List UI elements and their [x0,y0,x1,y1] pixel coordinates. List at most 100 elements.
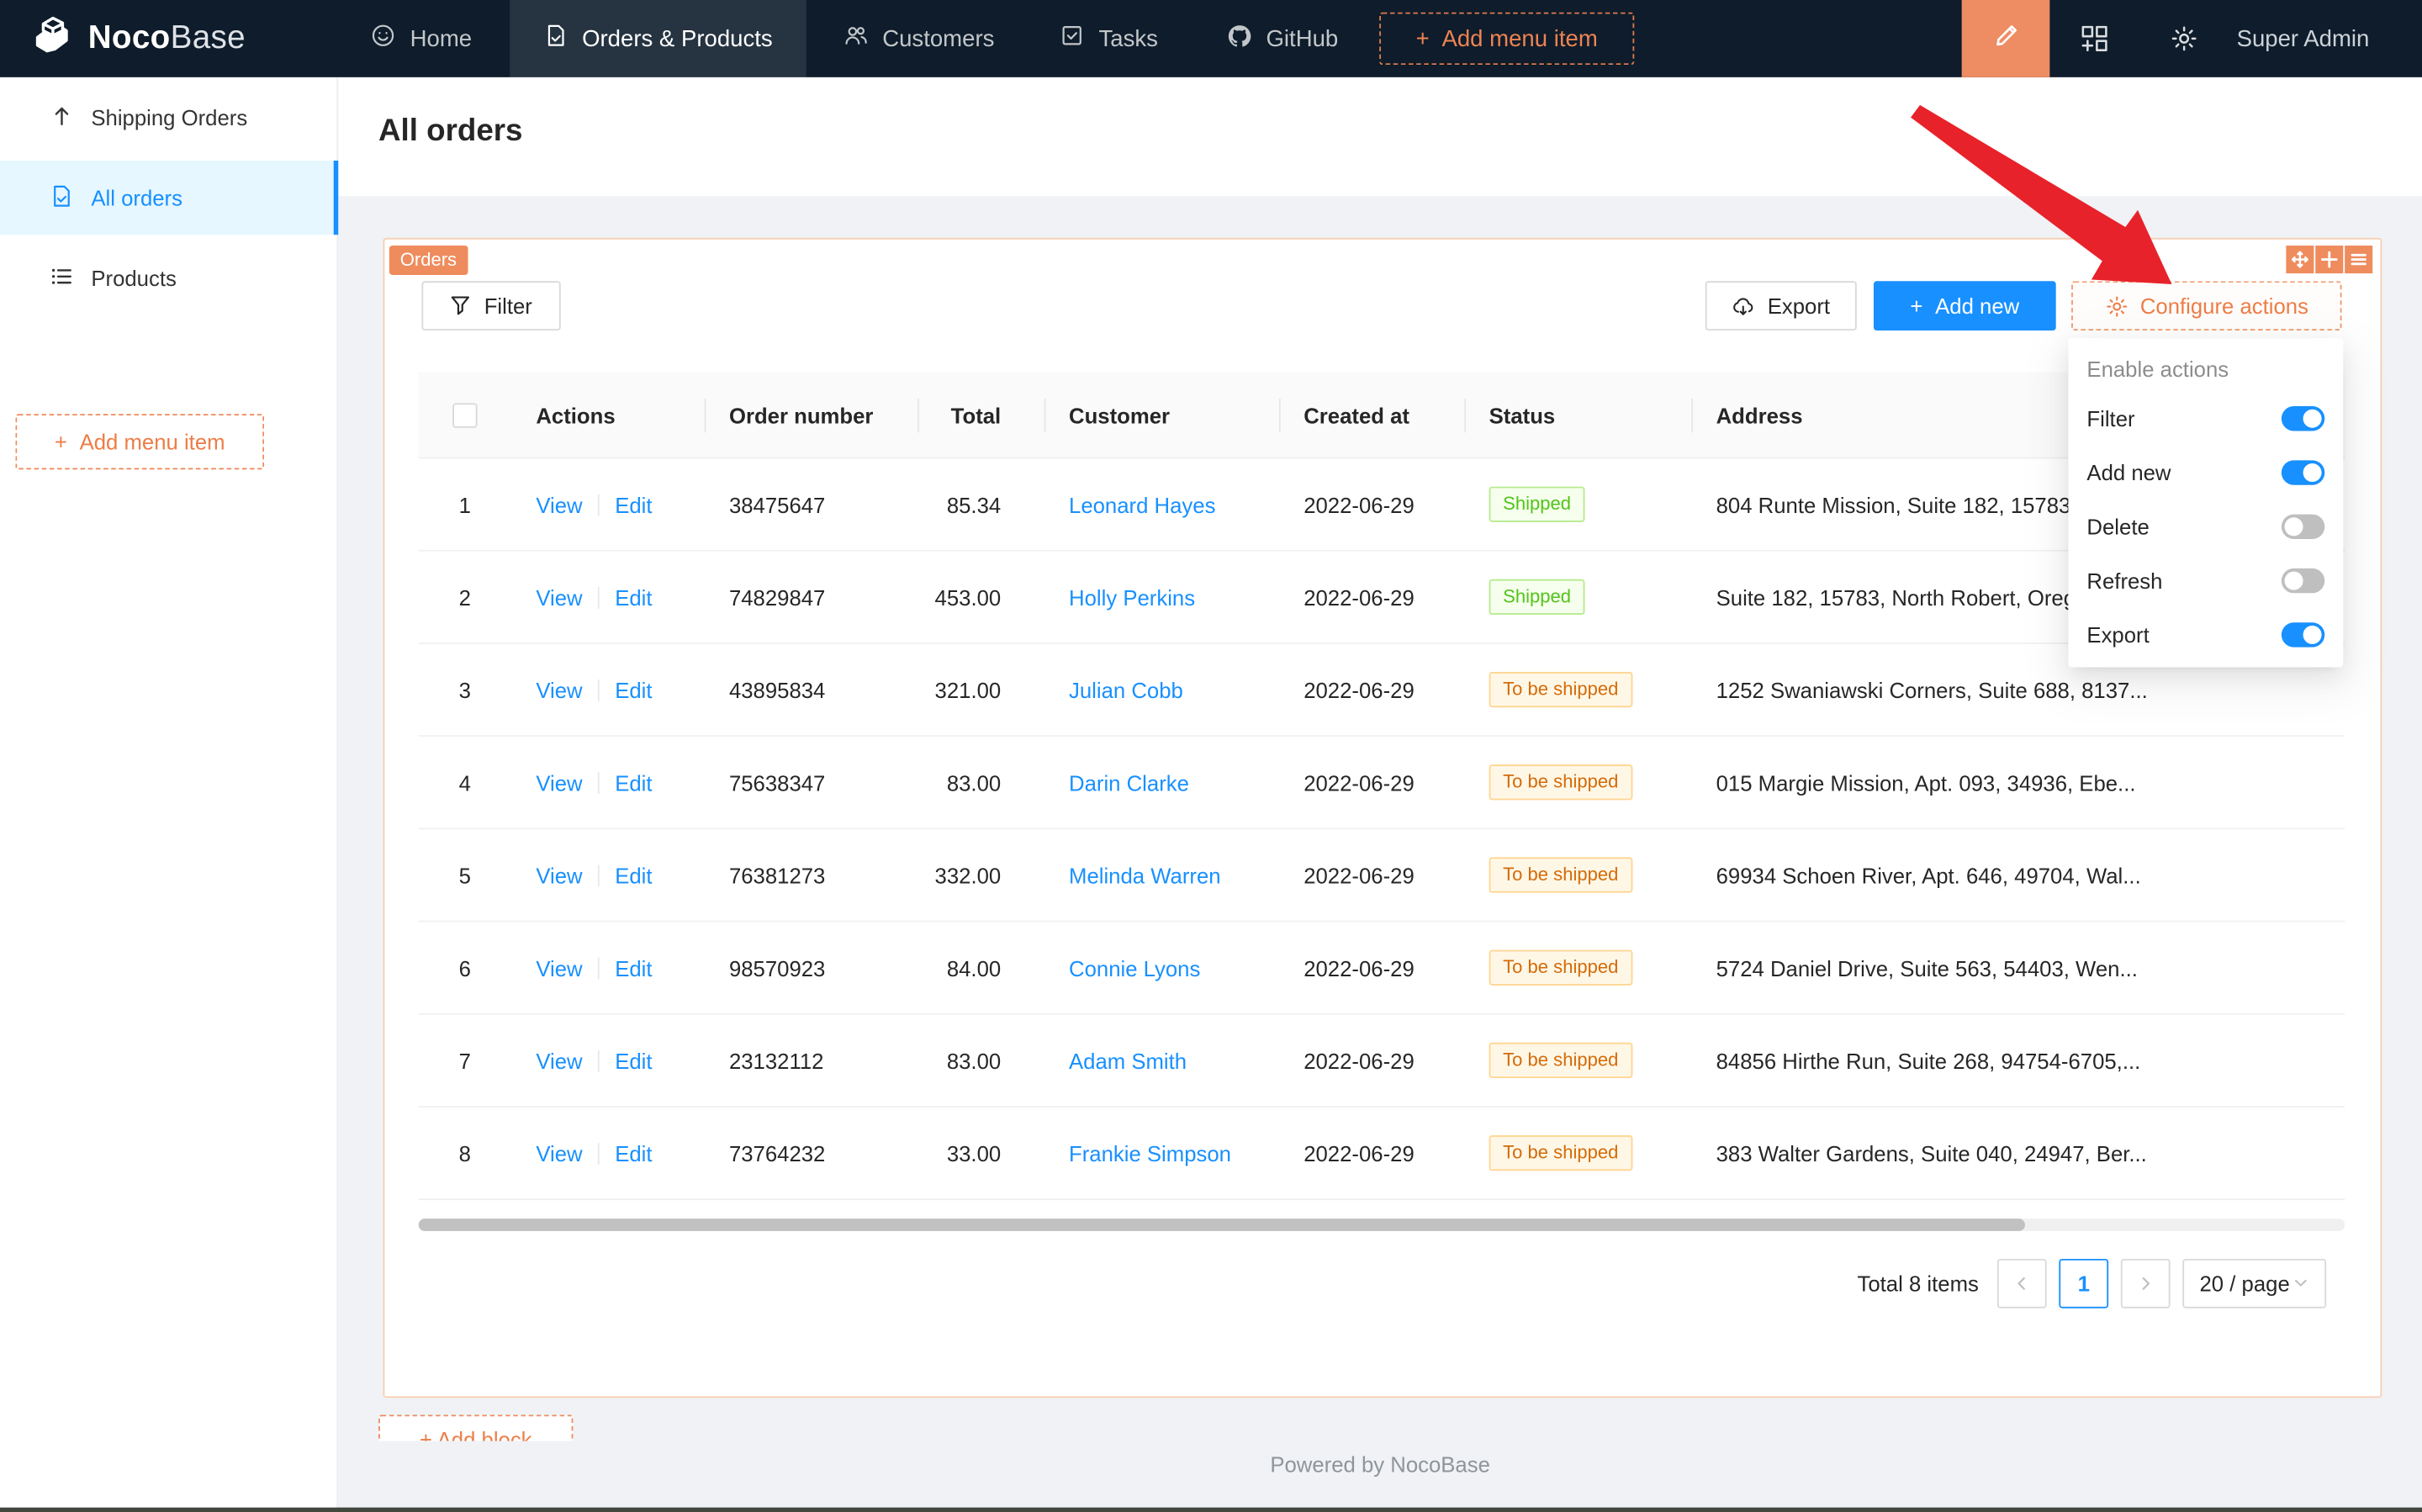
block-designer-toolbar [2286,246,2373,274]
column-header-actions: Actions [536,402,616,427]
menu-item-toggle[interactable] [2281,568,2325,593]
pagination-page-1[interactable]: 1 [2059,1258,2109,1308]
pagination-prev-button[interactable] [1996,1258,2047,1308]
user-menu[interactable]: Super Admin [2237,0,2370,77]
horizontal-scrollbar-thumb[interactable] [418,1219,2025,1231]
edit-link[interactable]: Edit [615,584,653,610]
customer-link[interactable]: Melinda Warren [1069,862,1221,888]
block-collection-tag: Orders [389,246,468,275]
view-link[interactable]: View [536,584,583,610]
pagination-next-button[interactable] [2120,1258,2171,1308]
menu-item-toggle[interactable] [2281,405,2325,431]
view-link[interactable]: View [536,1140,583,1166]
sidebar-item-shipping-orders[interactable]: Shipping Orders [0,81,338,155]
main-content: All orders Orders [338,77,2422,1512]
sidebar-item-all-orders[interactable]: All orders [0,161,339,235]
nocobase-logo[interactable]: NocoBase [28,0,246,77]
configure-actions-label: Configure actions [2139,293,2308,319]
sidebar-item-products[interactable]: Products [0,241,338,315]
menu-item-toggle[interactable] [2281,459,2325,484]
nav-tab-label: Customers [882,25,995,52]
customer-link[interactable]: Adam Smith [1069,1048,1187,1073]
enable-actions-menu-item[interactable]: Export [2068,607,2343,661]
table-row: 4 View Edit 75638347 83.00 Darin Clarke … [418,737,2345,830]
edit-link[interactable]: Edit [615,677,653,702]
customer-link[interactable]: Darin Clarke [1069,769,1189,795]
view-link[interactable]: View [536,492,583,517]
add-block-button: + Add block [378,1414,574,1441]
add-block-button-clipped[interactable]: + Add block [378,1414,574,1441]
menu-item-toggle[interactable] [2281,621,2325,647]
customer-link[interactable]: Frankie Simpson [1069,1140,1231,1166]
user-name: Super Admin [2236,25,2370,52]
nav-add-menu-item-button[interactable]: + Add menu item [1379,12,1635,66]
menu-item-toggle[interactable] [2281,513,2325,539]
page-size-value: 20 / page [2199,1271,2290,1297]
view-link[interactable]: View [536,1048,583,1073]
add-new-button[interactable]: + Add new [1873,281,2056,331]
nav-tab-github[interactable]: GitHub [1208,0,1356,77]
view-link[interactable]: View [536,862,583,888]
created-at-cell: 2022-06-29 [1304,584,1415,610]
sidebar: Shipping Orders All orders Products + Ad… [0,77,339,1512]
nav-tab-home[interactable]: Home [349,0,494,77]
customer-link[interactable]: Connie Lyons [1069,955,1201,981]
created-at-cell: 2022-06-29 [1304,769,1415,795]
filter-button[interactable]: Filter [421,281,561,331]
total-cell: 84.00 [946,955,1002,981]
drag-move-icon [2291,251,2308,268]
table-row: 6 View Edit 98570923 84.00 Connie Lyons … [418,922,2345,1015]
column-header-created-at: Created at [1279,373,1464,457]
nav-tab-label: Orders & Products [582,25,773,52]
nav-tab-orders-products[interactable]: Orders & Products [510,0,806,77]
column-header-total: Total [918,373,1044,457]
order-number-cell: 38475647 [728,492,826,517]
page-size-select[interactable]: 20 / page [2182,1258,2327,1308]
edit-link[interactable]: Edit [615,492,653,517]
nav-add-menu-item-label: Add menu item [1441,25,1598,52]
edit-link[interactable]: Edit [615,1048,653,1073]
edit-link[interactable]: Edit [615,769,653,795]
block-menu-button[interactable] [2345,246,2373,274]
enable-actions-menu-item[interactable]: Delete [2068,499,2343,552]
pagination-total: Total 8 items [1857,1271,1979,1297]
select-all-checkbox[interactable] [452,402,478,427]
list-icon [50,263,74,293]
sidebar-item-label: Products [91,265,177,291]
edit-link[interactable]: Edit [615,1140,653,1166]
settings-gear-icon[interactable] [2156,0,2212,77]
total-cell: 83.00 [946,1048,1002,1073]
smile-icon [372,24,396,55]
view-link[interactable]: View [536,769,583,795]
customer-link[interactable]: Holly Perkins [1069,584,1196,610]
plus-icon: + [54,429,67,454]
sidebar-add-menu-item-button[interactable]: + Add menu item [15,414,265,470]
block-add-button[interactable] [2315,246,2344,274]
configure-actions-button[interactable]: Configure actions [2071,281,2342,331]
chevron-right-icon [2142,1277,2150,1290]
edit-link[interactable]: Edit [615,955,653,981]
ui-editor-toggle-button[interactable] [1961,0,2050,77]
nav-tab-tasks[interactable]: Tasks [1047,0,1171,77]
enable-actions-menu-item[interactable]: Refresh [2068,553,2343,607]
action-divider [597,493,600,515]
export-button[interactable]: Export [1705,281,1857,331]
column-header-customer: Customer [1044,373,1279,457]
view-link[interactable]: View [536,677,583,702]
row-index: 5 [458,862,472,888]
edit-link[interactable]: Edit [615,862,653,888]
menu-item-label: Refresh [2086,568,2163,593]
team-icon [843,24,868,55]
customer-link[interactable]: Julian Cobb [1069,677,1183,702]
view-link[interactable]: View [536,955,583,981]
customer-link[interactable]: Leonard Hayes [1069,492,1216,517]
horizontal-scrollbar-track[interactable] [418,1219,2345,1231]
block-drag-handle[interactable] [2286,246,2314,274]
nav-tab-customers[interactable]: Customers [828,0,1010,77]
plugins-blocks-icon[interactable] [2067,0,2123,77]
row-index: 6 [458,955,472,981]
page-title: All orders [378,114,523,149]
enable-actions-menu-item[interactable]: Filter [2068,391,2343,445]
enable-actions-menu-item[interactable]: Add new [2068,445,2343,499]
